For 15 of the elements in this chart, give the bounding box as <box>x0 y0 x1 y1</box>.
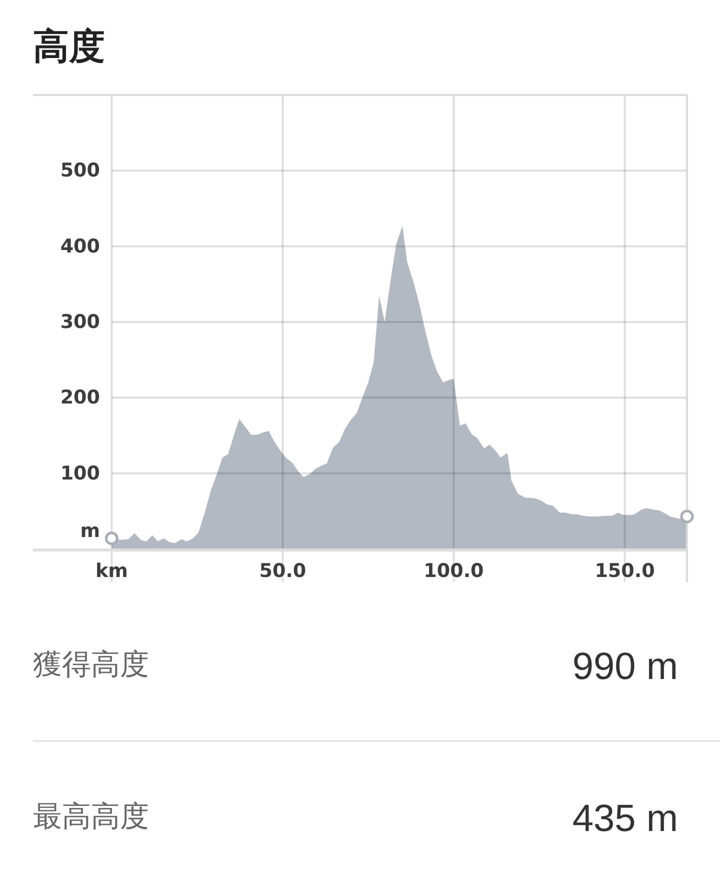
xtick: 150.0 <box>594 560 655 582</box>
ytick: 500 <box>60 160 100 182</box>
ytick: 100 <box>60 462 100 484</box>
ytick: 300 <box>60 311 100 333</box>
annotation: 獲得高度 <box>33 649 149 681</box>
xtick: km <box>95 560 128 582</box>
xtick: 100.0 <box>424 560 484 582</box>
title: 高度 <box>33 26 105 66</box>
ytick: 200 <box>60 386 100 409</box>
xtick: 50.0 <box>259 560 306 582</box>
annotation: 990 m <box>572 646 678 688</box>
annotation: 435 m <box>572 798 678 840</box>
ylabel: m <box>80 520 100 542</box>
ytick: 400 <box>60 235 100 258</box>
annotation: 最高高度 <box>33 801 149 833</box>
